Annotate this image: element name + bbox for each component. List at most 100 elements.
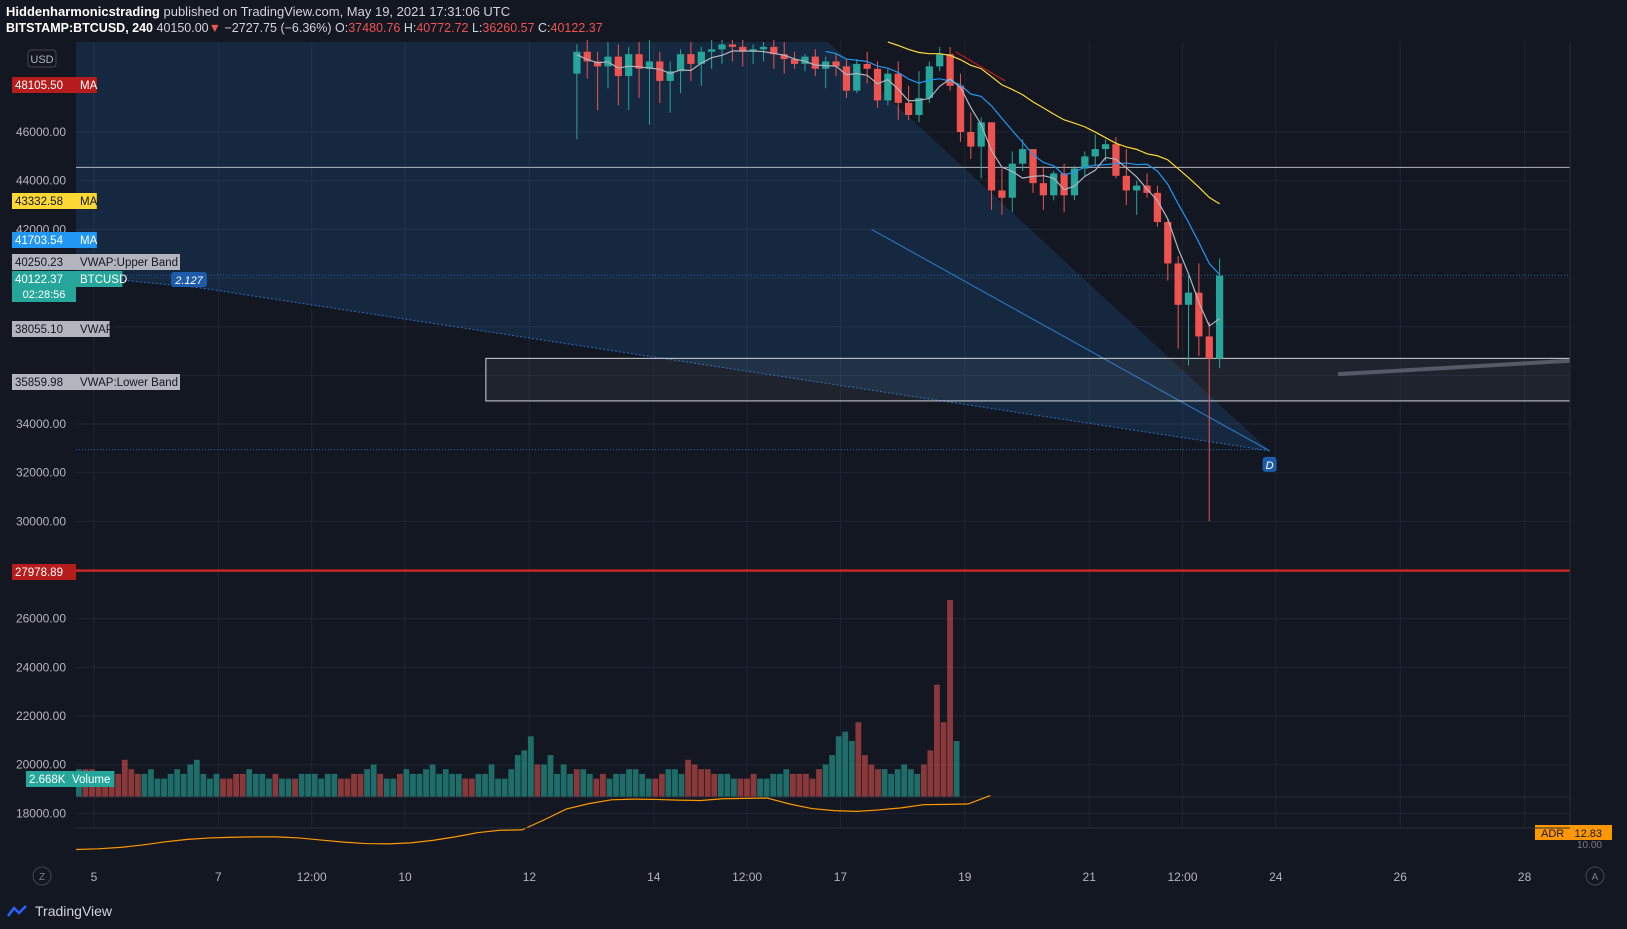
- volume-bar: [934, 684, 940, 797]
- support-zone-box: [485, 357, 1571, 402]
- volume-bar: [848, 741, 855, 797]
- price-chart[interactable]: 46000.0044000.0042000.0040000.0034000.00…: [0, 0, 1627, 893]
- countdown-bg: [12, 287, 76, 302]
- volume-bar: [370, 764, 377, 797]
- candle: [614, 56, 622, 77]
- volume-bar: [750, 773, 757, 797]
- ratio-label: 2.127: [174, 275, 203, 287]
- candle: [873, 68, 882, 101]
- ohlc-legend: BITSTAMP:BTCUSD, 240 40150.00▼ −2727.75 …: [6, 21, 603, 35]
- price-tag-name-bg: [76, 374, 180, 390]
- volume-bar: [953, 741, 960, 797]
- volume-bar: [619, 773, 626, 797]
- ma-line-red: [955, 51, 1006, 82]
- volume-bar: [298, 773, 305, 797]
- volume-bar: [429, 764, 436, 797]
- candle: [1153, 192, 1162, 223]
- candle: [676, 54, 685, 72]
- volume-bar: [213, 773, 220, 797]
- volume-bar: [311, 773, 318, 797]
- price-tag-name: BTCUSD: [80, 274, 127, 286]
- volume-bar: [927, 750, 934, 797]
- volume-bar: [757, 778, 763, 797]
- volume-bar: [580, 769, 587, 797]
- symbol-label[interactable]: BITSTAMP:BTCUSD, 240: [6, 21, 154, 35]
- candle: [801, 56, 809, 64]
- y-tick-label: 18000.00: [16, 806, 66, 820]
- volume-bar: [364, 769, 370, 797]
- volume-bar: [613, 773, 619, 797]
- candle: [1174, 263, 1182, 305]
- high-label: H:: [403, 21, 417, 35]
- volume-bar: [488, 764, 495, 797]
- publish-info: Hiddenharmonicstrading published on Trad…: [6, 4, 510, 19]
- volume-bar: [246, 769, 253, 797]
- chart-background: [0, 42, 1627, 828]
- candle: [1205, 336, 1213, 359]
- tradingview-logo[interactable]: TradingView: [6, 903, 112, 919]
- volume-bar: [279, 778, 285, 797]
- volume-bar: [521, 750, 528, 797]
- price-tag-name-bg: [76, 254, 180, 270]
- volume-bar: [783, 769, 790, 797]
- y-tick-label: 46000.00: [16, 125, 66, 139]
- volume-bar: [482, 773, 488, 797]
- open-label: O:: [335, 21, 349, 35]
- volume-bar: [462, 778, 469, 797]
- volume-bar: [134, 773, 141, 797]
- candle: [925, 66, 933, 98]
- volume-bar: [809, 778, 816, 797]
- volume-bar: [508, 769, 515, 797]
- price-tag-name: MA: [80, 235, 98, 247]
- chart-header: Hiddenharmonicstrading published on Trad…: [0, 0, 1627, 40]
- candle: [1081, 156, 1089, 169]
- price-tag: [12, 374, 76, 390]
- volume-bar: [193, 759, 200, 797]
- candle: [863, 63, 871, 69]
- volume-bar: [436, 773, 443, 797]
- candle: [1184, 292, 1193, 305]
- last-price: 40150.00: [156, 21, 209, 35]
- price-tag-value: 35859.98: [15, 377, 63, 389]
- candle: [1215, 275, 1224, 359]
- price-tag: [26, 771, 68, 787]
- volume-bar: [763, 778, 770, 797]
- volume-bar: [940, 722, 947, 797]
- volume-bar: [423, 769, 429, 797]
- candle: [1050, 173, 1058, 196]
- volume-bar: [187, 764, 194, 797]
- price-tag-name: VWAP:Lower Band: [80, 377, 178, 389]
- candle: [583, 51, 591, 62]
- volume-bar: [606, 778, 613, 797]
- price-tag-value: 2.668K: [29, 774, 66, 786]
- y-tick-label: 34000.00: [16, 417, 66, 431]
- x-tick-label: 5: [91, 870, 98, 884]
- author-name[interactable]: Hiddenharmonicstrading: [6, 4, 160, 19]
- candle: [739, 46, 747, 52]
- candle: [1039, 183, 1048, 196]
- pattern-line-xd: [199, 287, 1270, 452]
- volume-bar: [672, 769, 678, 797]
- vwap-line: [576, 50, 1220, 327]
- harmonic-pattern-fill: [76, 42, 1270, 451]
- candle: [1133, 185, 1141, 191]
- candle: [697, 51, 705, 64]
- price-tag-name: MA: [80, 196, 98, 208]
- volume-bar: [737, 778, 744, 797]
- volume-bar: [200, 773, 207, 797]
- x-tick-label: 14: [647, 870, 661, 884]
- candle: [770, 46, 778, 55]
- price-tag-name: VWAP:Upper Band: [80, 257, 178, 269]
- price-tag: [12, 321, 76, 337]
- currency-label: USD: [30, 54, 53, 66]
- candle: [780, 54, 788, 60]
- tradingview-brand: TradingView: [35, 903, 113, 919]
- volume-bar: [842, 731, 849, 797]
- volume-bar: [331, 773, 338, 797]
- x-tick-label: 12:00: [1167, 870, 1197, 884]
- candle: [635, 54, 643, 69]
- candle: [967, 132, 975, 147]
- volume-bar: [305, 773, 312, 797]
- x-tick-label: 17: [834, 870, 848, 884]
- zoom-reset-button: [32, 866, 52, 886]
